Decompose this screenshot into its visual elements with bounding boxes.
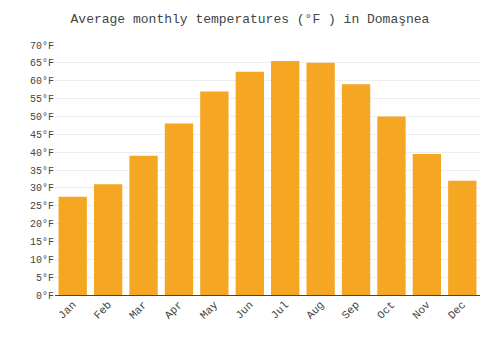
svg-text:70°F: 70°F: [30, 41, 54, 52]
svg-text:Average monthly temperatures (: Average monthly temperatures (°F ) in Do…: [71, 12, 430, 27]
svg-text:Mar: Mar: [127, 299, 149, 321]
svg-text:45°F: 45°F: [30, 130, 54, 141]
svg-text:Jun: Jun: [233, 299, 255, 321]
svg-text:Apr: Apr: [162, 299, 184, 321]
svg-text:30°F: 30°F: [30, 183, 54, 194]
svg-text:40°F: 40°F: [30, 148, 54, 159]
svg-text:15°F: 15°F: [30, 237, 54, 248]
svg-text:Aug: Aug: [304, 299, 326, 321]
svg-text:60°F: 60°F: [30, 76, 54, 87]
svg-text:5°F: 5°F: [36, 273, 54, 284]
svg-text:0°F: 0°F: [36, 291, 54, 302]
svg-text:10°F: 10°F: [30, 255, 54, 266]
svg-text:May: May: [198, 299, 221, 322]
svg-text:Dec: Dec: [446, 299, 468, 321]
svg-text:50°F: 50°F: [30, 112, 54, 123]
svg-text:Feb: Feb: [92, 299, 114, 321]
svg-text:55°F: 55°F: [30, 94, 54, 105]
svg-text:25°F: 25°F: [30, 201, 54, 212]
svg-text:Oct: Oct: [375, 299, 397, 321]
svg-text:Jan: Jan: [56, 299, 78, 321]
svg-text:20°F: 20°F: [30, 219, 54, 230]
svg-text:Nov: Nov: [410, 299, 433, 322]
svg-text:Sep: Sep: [340, 299, 362, 321]
svg-text:35°F: 35°F: [30, 166, 54, 177]
svg-text:65°F: 65°F: [30, 58, 54, 69]
svg-text:Jul: Jul: [269, 299, 291, 321]
